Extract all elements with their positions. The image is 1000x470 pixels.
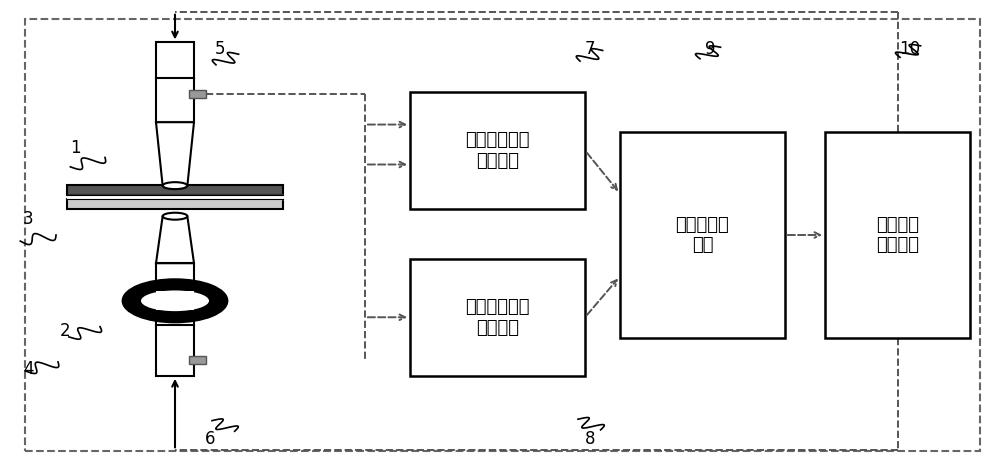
Text: 8: 8 <box>585 431 595 448</box>
Polygon shape <box>67 195 283 199</box>
Text: 10: 10 <box>899 40 921 58</box>
FancyBboxPatch shape <box>156 263 194 376</box>
Ellipse shape <box>123 280 227 322</box>
FancyBboxPatch shape <box>67 185 283 195</box>
Text: 4: 4 <box>23 360 33 378</box>
Polygon shape <box>156 216 194 263</box>
FancyBboxPatch shape <box>410 92 585 209</box>
FancyBboxPatch shape <box>156 42 194 122</box>
Text: 分析和统计
模块: 分析和统计 模块 <box>676 216 729 254</box>
Ellipse shape <box>163 213 187 219</box>
FancyBboxPatch shape <box>189 90 206 98</box>
FancyBboxPatch shape <box>189 356 206 364</box>
Text: 3: 3 <box>23 210 33 227</box>
Text: 焊接过程信号
采集模块: 焊接过程信号 采集模块 <box>465 131 530 170</box>
Text: 1: 1 <box>70 139 80 157</box>
Text: 焊接电流信号
采集模块: 焊接电流信号 采集模块 <box>465 298 530 337</box>
Text: 7: 7 <box>585 40 595 58</box>
Text: 焊接电流
控制模块: 焊接电流 控制模块 <box>876 216 919 254</box>
Text: 2: 2 <box>60 322 70 340</box>
FancyBboxPatch shape <box>156 291 194 310</box>
Ellipse shape <box>163 182 187 189</box>
FancyBboxPatch shape <box>825 132 970 338</box>
FancyBboxPatch shape <box>67 199 283 209</box>
Polygon shape <box>156 122 194 186</box>
Text: 6: 6 <box>205 431 215 448</box>
FancyBboxPatch shape <box>620 132 785 338</box>
FancyBboxPatch shape <box>410 258 585 376</box>
Text: 9: 9 <box>705 40 715 58</box>
Ellipse shape <box>141 290 209 311</box>
Text: 5: 5 <box>215 40 225 58</box>
